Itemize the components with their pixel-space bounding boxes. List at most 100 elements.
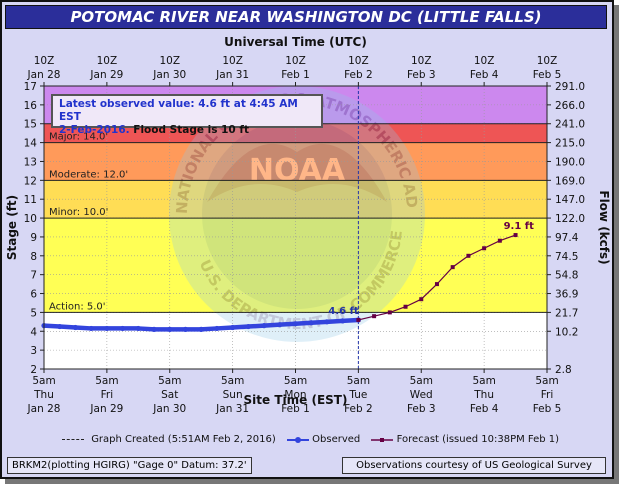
forecast-point	[403, 304, 408, 309]
observed-point	[135, 325, 141, 332]
threshold-label-major: Major: 14.0'	[49, 132, 108, 143]
bottom-tick-label-time: 5am	[347, 375, 370, 387]
forecast-point	[419, 297, 424, 302]
bottom-tick-label-date: Jan 28	[27, 403, 61, 415]
stage-tick-label: 10	[24, 213, 37, 225]
bottom-tick-label-time: 5am	[410, 375, 433, 387]
bottom-tick-label-date: Jan 29	[89, 403, 123, 415]
bottom-tick-label-day: Mon	[284, 389, 306, 401]
stage-tick-label: 17	[24, 81, 37, 93]
observed-point	[182, 326, 189, 332]
bottom-tick-label-date: Feb 3	[407, 403, 436, 415]
flow-tick-label: 215.0	[555, 138, 585, 150]
top-tick-label-date: Jan 28	[27, 69, 61, 81]
bottom-tick-label-time: 5am	[221, 375, 244, 387]
observed-point	[214, 325, 220, 332]
bottom-tick-label-time: 5am	[472, 375, 495, 387]
bottom-tick-label-day: Fri	[101, 389, 114, 401]
top-tick-label-time: 10Z	[411, 55, 432, 67]
hydrograph-chart: Universal Time (UTC) 10Z Jan 28 10Z Jan 29 10…	[2, 2, 611, 415]
bottom-tick-label-day: Thu	[33, 389, 54, 401]
stage-tick-label: 9	[30, 232, 37, 244]
forecast-point	[356, 317, 361, 322]
forecast-last-label: 9.1 ft	[504, 221, 535, 232]
top-tick-label-time: 10Z	[348, 55, 369, 67]
flow-tick-label: 74.5	[555, 251, 578, 263]
bottom-tick-label-day: Sun	[223, 389, 243, 401]
forecast-point	[482, 246, 487, 251]
latest-observed-text: Latest observed value: 4.6 ft at 4:45 AM…	[59, 98, 298, 123]
observed-point	[261, 323, 267, 329]
bottom-tick-label-time: 5am	[32, 375, 55, 387]
observed-point	[245, 323, 251, 330]
stage-tick-label: 3	[30, 345, 37, 357]
observed-point	[324, 319, 330, 325]
stage-tick-label: 2	[30, 364, 37, 376]
flow-tick-label: 10.2	[555, 326, 578, 338]
forecast-point	[513, 233, 518, 238]
hydrograph-panel: POTOMAC RIVER NEAR WASHINGTON DC (LITTLE…	[0, 0, 614, 479]
watermark-noaa-text: NOAA	[249, 153, 346, 188]
top-tick-label-date: Jan 29	[89, 69, 123, 81]
stage-tick-label: 11	[24, 194, 37, 206]
watermark-bird-shape	[207, 143, 387, 202]
chart-title: POTOMAC RIVER NEAR WASHINGTON DC (LITTLE…	[5, 5, 607, 29]
forecast-point	[434, 282, 439, 287]
bottom-tick-label-date: Feb 2	[344, 403, 373, 415]
flood-stage-text: Flood Stage is 10 ft	[133, 124, 249, 136]
zone-minor	[44, 180, 547, 219]
top-tick-label-date: Feb 4	[470, 69, 499, 81]
flow-tick-label: 21.7	[555, 307, 578, 319]
top-tick-label-time: 10Z	[34, 55, 55, 67]
legend-created: Graph Created (5:51AM Feb 2, 2016)	[91, 434, 276, 445]
bottom-tick-label-time: 5am	[284, 375, 307, 387]
latest-observed-date: 2-Feb-2016.	[59, 124, 130, 136]
watermark-outer-circle	[169, 86, 425, 342]
flow-tick-label: 2.8	[555, 364, 572, 376]
bottom-tick-label-day: Tue	[348, 389, 367, 401]
top-tick-label-time: 10Z	[537, 55, 558, 67]
forecast-point	[387, 310, 392, 315]
forecast-point	[372, 314, 377, 319]
top-tick-label-date: Feb 3	[407, 69, 436, 81]
legend: Graph Created (5:51AM Feb 2, 2016) Obser…	[62, 434, 559, 446]
stage-axis: 2 3 4 5 6 7 8 9 10 11 12 13 14 15 16 17 Stage (ft)	[5, 81, 44, 376]
stage-tick-label: 4	[30, 326, 37, 338]
observed-point	[151, 326, 157, 332]
top-tick-label-date: Jan 30	[152, 69, 186, 81]
stage-tick-label: 5	[30, 307, 37, 319]
observed-point	[340, 318, 346, 324]
flow-tick-label: 36.9	[555, 289, 578, 301]
stage-tick-label: 12	[24, 175, 37, 187]
top-tick-label-date: Feb 5	[533, 69, 562, 81]
flow-tick-label: 266.0	[555, 100, 585, 112]
observed-point	[198, 326, 204, 332]
bottom-tick-label-time: 5am	[158, 375, 181, 387]
bottom-tick-label-day: Sat	[161, 389, 178, 401]
observed-point	[57, 323, 63, 330]
top-tick-label-time: 10Z	[474, 55, 495, 67]
legend-observed-swatch	[286, 436, 309, 444]
bottom-tick-label-date: Feb 1	[281, 403, 310, 415]
forecast-point	[450, 265, 455, 270]
stage-tick-label: 16	[24, 100, 38, 112]
stage-tick-label: 13	[24, 156, 37, 168]
legend-observed: Observed	[312, 434, 361, 445]
stage-tick-label: 6	[30, 289, 37, 301]
observed-point	[167, 326, 173, 332]
observed-last-label: 4.6 ft	[328, 306, 359, 317]
threshold-label-minor: Minor: 10.0'	[49, 207, 108, 218]
stage-tick-label: 7	[30, 270, 37, 282]
observed-point	[308, 320, 314, 326]
site-time-axis-title: Site Time (EST)	[244, 393, 348, 407]
top-tick-label-time: 10Z	[97, 55, 118, 67]
latest-observed-box: Latest observed value: 4.6 ft at 4:45 AM…	[51, 94, 323, 136]
bottom-tick-label-day: Thu	[473, 389, 494, 401]
observed-point	[292, 321, 299, 327]
threshold-label-moderate: Moderate: 12.0'	[49, 169, 128, 180]
observed-point	[104, 325, 110, 332]
stage-axis-title: Stage (ft)	[5, 195, 19, 260]
top-tick-label-date: Jan 31	[215, 69, 249, 81]
top-tick-label-time: 10Z	[285, 55, 306, 67]
